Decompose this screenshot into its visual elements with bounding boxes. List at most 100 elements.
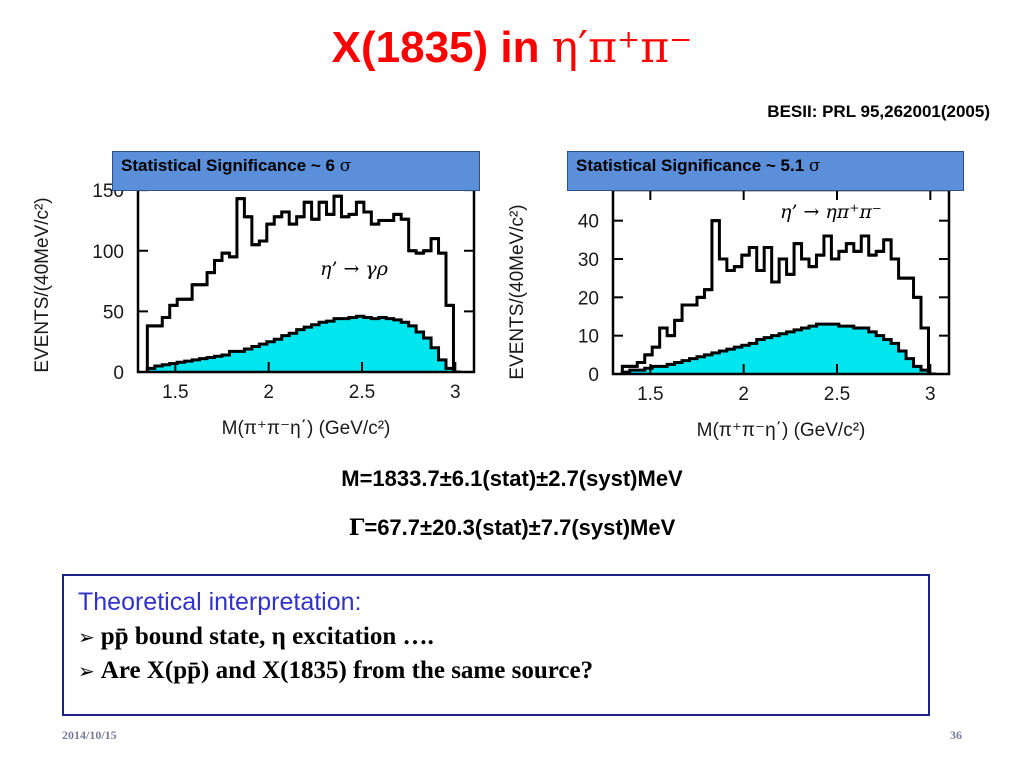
- background-bin: [311, 324, 320, 372]
- background-bin: [244, 348, 253, 372]
- title-prefix: X(1835) in: [331, 23, 552, 72]
- background-bin: [147, 368, 156, 372]
- background-bin: [831, 324, 840, 374]
- background-bin: [883, 339, 892, 374]
- background-bin: [177, 362, 186, 372]
- background-bin: [423, 338, 432, 372]
- width-value: =67.7±20.3(stat)±7.7(syst)MeV: [364, 515, 676, 540]
- background-bin: [734, 347, 743, 374]
- y-tick-label: 0: [588, 365, 599, 386]
- data-step-series: [145, 194, 461, 372]
- background-bin: [259, 344, 268, 372]
- background-bin: [861, 328, 870, 374]
- background-fill-series: [145, 314, 461, 372]
- background-bin: [801, 328, 810, 374]
- reference-citation: BESII: PRL 95,262001(2005): [767, 102, 990, 121]
- background-outline: [145, 314, 461, 372]
- background-bin: [846, 326, 855, 374]
- histogram-area: [620, 219, 936, 374]
- background-bin: [229, 351, 238, 372]
- background-bin: [689, 358, 698, 374]
- y-tick-label: 30: [578, 250, 599, 271]
- x-tick-label: 3: [925, 384, 936, 405]
- theory-title: Theoretical interpretation:: [78, 588, 362, 616]
- width-result: Γ=67.7±20.3(stat)±7.7(syst)MeV: [0, 515, 1024, 541]
- background-bin: [304, 327, 313, 372]
- x-tick-label: 2: [738, 384, 749, 405]
- data-step-series: [620, 219, 936, 374]
- background-bin: [838, 326, 847, 374]
- background-bin: [341, 318, 350, 372]
- background-bin: [393, 319, 402, 372]
- y-tick-label: 0: [113, 363, 124, 384]
- y-axis-label: EVENTS/(40MeV/c²): [507, 204, 528, 379]
- background-bin: [682, 360, 691, 374]
- background-fill-series: [620, 322, 936, 374]
- background-bin: [659, 366, 668, 374]
- background-bin: [154, 365, 163, 372]
- bullet-text-2: Are X(pp̄) and X(1835) from the same sou…: [100, 657, 594, 684]
- background-bin: [906, 358, 915, 374]
- background-bin: [274, 339, 283, 372]
- background-bin: [913, 366, 922, 374]
- background-bin: [697, 356, 705, 374]
- background-bin: [667, 364, 676, 374]
- y-tick-label: 100: [92, 242, 124, 263]
- significance-box-right: Statistical Significance ~ 5.1 σ: [567, 151, 964, 191]
- background-bin: [266, 341, 275, 372]
- data-outline: [145, 194, 461, 372]
- background-bin: [408, 325, 417, 372]
- background-bin: [652, 366, 661, 374]
- background-bin: [726, 349, 735, 374]
- sigma-symbol-left: σ: [339, 156, 352, 176]
- background-bin: [644, 368, 653, 374]
- histogram-area: [145, 194, 461, 372]
- gamma-symbol: Γ: [348, 515, 365, 541]
- theory-box: Theoretical interpretation: ➢ pp̄ bound s…: [62, 574, 930, 716]
- background-outline: [620, 322, 936, 374]
- background-bin: [779, 333, 788, 374]
- bullet-text-1: pp̄ bound state, η excitation ….: [100, 623, 434, 650]
- significance-label-left: Statistical Significance ~ 6: [121, 156, 340, 175]
- bullet-arrow-icon: ➢: [78, 659, 95, 683]
- background-bin: [386, 318, 395, 372]
- background-bin: [401, 322, 410, 372]
- background-bin: [438, 359, 447, 372]
- background-bin: [296, 329, 305, 372]
- background-bin: [794, 329, 803, 374]
- background-bin: [446, 368, 454, 372]
- x-tick-label: 2.5: [824, 384, 850, 405]
- data-outline: [620, 219, 936, 374]
- x-tick-label: 1.5: [637, 384, 663, 405]
- y-tick-label: 20: [578, 288, 599, 309]
- background-bin: [251, 346, 260, 372]
- right-histogram-panel: 1.5 2 2.5 3 0 10 20 30 40 M(π⁺π⁻η΄) (GeV/c²) EVENT…: [495, 150, 965, 460]
- background-bin: [868, 331, 877, 374]
- background-bin: [756, 339, 765, 374]
- title-greek: η′π⁺π⁻: [551, 22, 693, 73]
- background-bin: [289, 333, 298, 372]
- x-axis-label: M(π⁺π⁻η΄) (GeV/c²): [222, 418, 391, 439]
- y-tick-label: 40: [578, 212, 599, 233]
- background-bin: [378, 317, 387, 372]
- y-tick-label: 10: [578, 327, 599, 348]
- background-bin: [891, 343, 900, 374]
- background-bin: [169, 363, 178, 372]
- background-bin: [184, 361, 193, 372]
- background-bin: [199, 358, 208, 372]
- background-bin: [236, 351, 245, 372]
- background-bin: [816, 324, 825, 374]
- background-bin: [334, 318, 342, 372]
- significance-box-left: Statistical Significance ~ 6 σ: [112, 151, 480, 191]
- background-bin: [371, 318, 380, 372]
- theory-bullet-2: ➢ Are X(pp̄) and X(1835) from the same so…: [78, 657, 914, 685]
- slide-title: X(1835) in η′π⁺π⁻: [0, 22, 1024, 73]
- background-bin: [764, 337, 773, 374]
- y-tick-label: 50: [103, 302, 124, 323]
- slide-date: 2014/10/15: [62, 728, 117, 742]
- background-bin: [637, 370, 646, 374]
- background-bin: [921, 370, 929, 374]
- background-bin: [704, 354, 713, 374]
